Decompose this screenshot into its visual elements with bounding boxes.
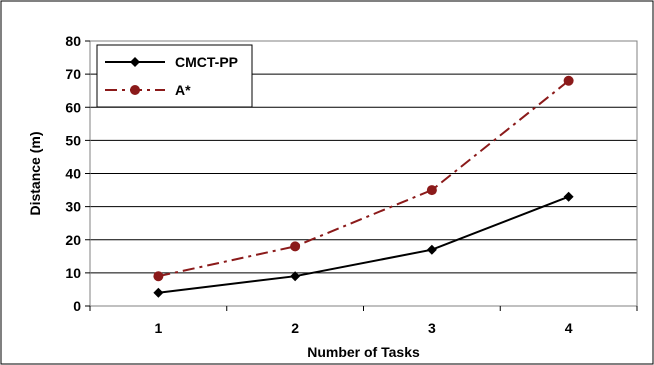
data-point xyxy=(153,271,164,282)
series-line xyxy=(158,79,570,278)
series-2 xyxy=(153,75,574,282)
data-point xyxy=(290,271,301,282)
y-tick-label: 80 xyxy=(65,33,81,49)
y-tick-label: 50 xyxy=(65,132,81,148)
x-tick-label: 4 xyxy=(565,320,573,336)
data-point xyxy=(153,287,164,298)
data-point xyxy=(290,241,301,252)
x-tick-label: 2 xyxy=(291,320,299,336)
legend-label: CMCT-PP xyxy=(175,54,238,70)
data-point xyxy=(563,75,574,86)
series-group xyxy=(153,75,574,298)
legend-entry: A* xyxy=(105,82,191,98)
y-axis-ticks: 0 10 20 30 40 50 60 70 80 xyxy=(65,33,90,314)
legend: CMCT-PP A* xyxy=(96,44,253,108)
legend-marker xyxy=(130,85,140,95)
legend-box xyxy=(96,44,253,108)
series-line xyxy=(158,195,569,294)
legend-label: A* xyxy=(175,82,191,98)
x-axis-ticks: 1 2 3 4 xyxy=(89,306,638,336)
y-axis-title: Distance (m) xyxy=(27,131,43,215)
y-tick-label: 20 xyxy=(65,232,81,248)
x-tick-label: 3 xyxy=(428,320,436,336)
y-tick-label: 40 xyxy=(65,166,81,182)
series-1 xyxy=(153,191,574,298)
data-point xyxy=(563,191,574,202)
legend-marker xyxy=(130,57,140,67)
legend-entry: CMCT-PP xyxy=(105,54,238,70)
y-tick-label: 30 xyxy=(65,199,81,215)
y-tick-label: 10 xyxy=(65,265,81,281)
y-tick-label: 70 xyxy=(65,66,81,82)
data-point xyxy=(426,185,437,196)
y-tick-label: 0 xyxy=(73,298,81,314)
x-tick-label: 1 xyxy=(154,320,162,336)
x-axis-title: Number of Tasks xyxy=(307,344,420,360)
y-tick-label: 60 xyxy=(65,99,81,115)
data-point xyxy=(426,244,437,255)
